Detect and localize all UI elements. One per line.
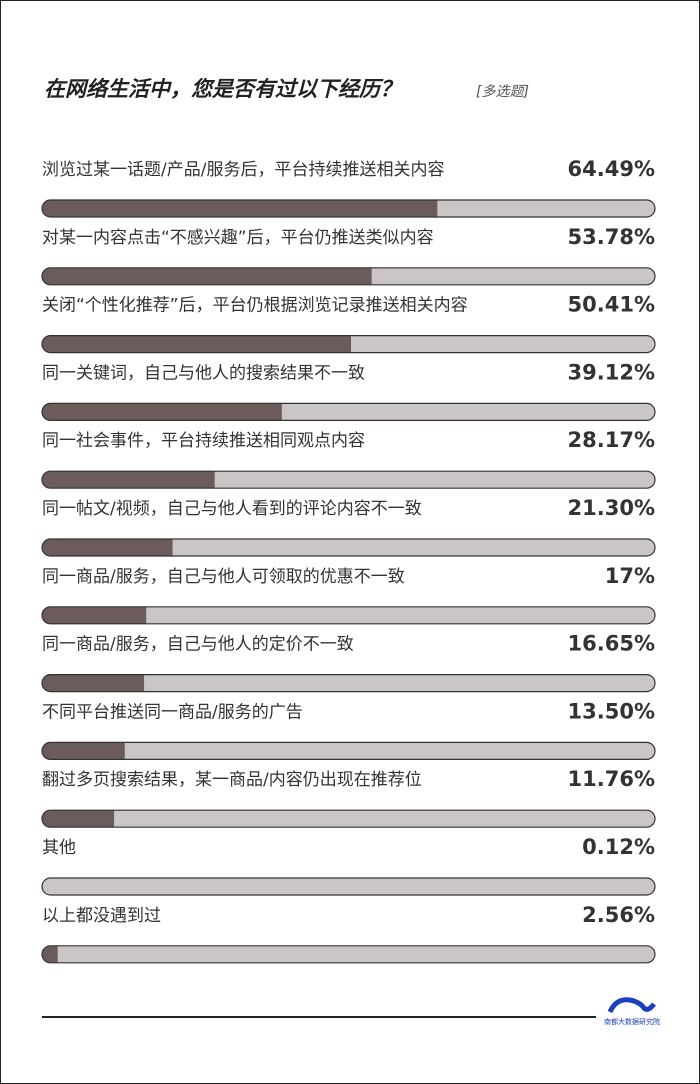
chart-title: 在网络生活中，您是否有过以下经历？ [44, 77, 401, 101]
logo [607, 997, 656, 1014]
bar [42, 606, 147, 624]
bar-track [42, 539, 655, 556]
bar-track [42, 810, 655, 828]
bar-track [42, 945, 655, 963]
value-label: 39.12% [568, 360, 655, 384]
bar [42, 945, 58, 963]
bar [42, 539, 173, 556]
bar-outline [41, 199, 656, 218]
bar-outline [41, 470, 656, 489]
logo-text: 南都大数据研究院 [604, 1017, 660, 1026]
value-label: 2.56% [582, 903, 655, 927]
value-label: 21.30% [568, 496, 655, 520]
bar [42, 403, 282, 421]
category-label: 浏览过某一话题/产品/服务后，平台持续推送相关内容 [42, 160, 444, 180]
value-label: 53.78% [568, 225, 655, 249]
value-label: 50.41% [568, 293, 655, 317]
category-label: 翻过多页搜索结果，某一商品/内容仍出现在推荐位 [42, 770, 422, 790]
value-label: 17% [605, 564, 655, 588]
bar-track [42, 606, 655, 624]
bar-outline [41, 267, 656, 286]
bar [42, 674, 145, 692]
bar [42, 335, 352, 353]
bar-outline [41, 877, 656, 896]
bar [42, 200, 438, 217]
category-label: 同一商品/服务，自己与他人的定价不一致 [42, 635, 354, 655]
bar-track [42, 674, 655, 692]
bar [42, 810, 115, 828]
bar-outline [41, 945, 656, 964]
value-label: 28.17% [568, 428, 655, 452]
value-label: 0.12% [582, 835, 655, 859]
category-label: 同一关键词，自己与他人的搜索结果不一致 [42, 363, 365, 383]
bar-outline [41, 606, 656, 625]
bar-outline [41, 402, 656, 421]
bar [42, 471, 215, 489]
bar [42, 742, 125, 760]
category-label: 对某一内容点击“不感兴趣”后，平台仍推送类似内容 [42, 228, 434, 248]
category-label: 关闭“个性化推荐”后，平台仍根据浏览记录推送相关内容 [42, 296, 468, 316]
category-label: 同一商品/服务，自己与他人可领取的优惠不一致 [42, 567, 405, 587]
bar-track [42, 742, 655, 760]
bar-outline [41, 809, 656, 828]
category-label: 其他 [42, 838, 76, 858]
value-label: 64.49% [568, 157, 655, 181]
bar-outline [41, 538, 656, 557]
category-label: 同一社会事件，平台持续推送相同观点内容 [42, 431, 365, 451]
bar-outline [41, 741, 656, 761]
category-label: 不同平台推送同一商品/服务的广告 [42, 702, 303, 722]
value-label: 11.76% [568, 767, 655, 791]
category-label: 以上都没遇到过 [42, 906, 161, 926]
bar-track [42, 878, 655, 895]
bar-outline [41, 673, 656, 693]
category-label: 同一帖文/视频，自己与他人看到的评论内容不一致 [42, 499, 422, 519]
value-label: 13.50% [568, 699, 655, 723]
chart-subtitle: [多选题] [476, 84, 529, 100]
bar [42, 267, 372, 285]
value-label: 16.65% [568, 632, 655, 656]
bar-outline [41, 335, 656, 354]
